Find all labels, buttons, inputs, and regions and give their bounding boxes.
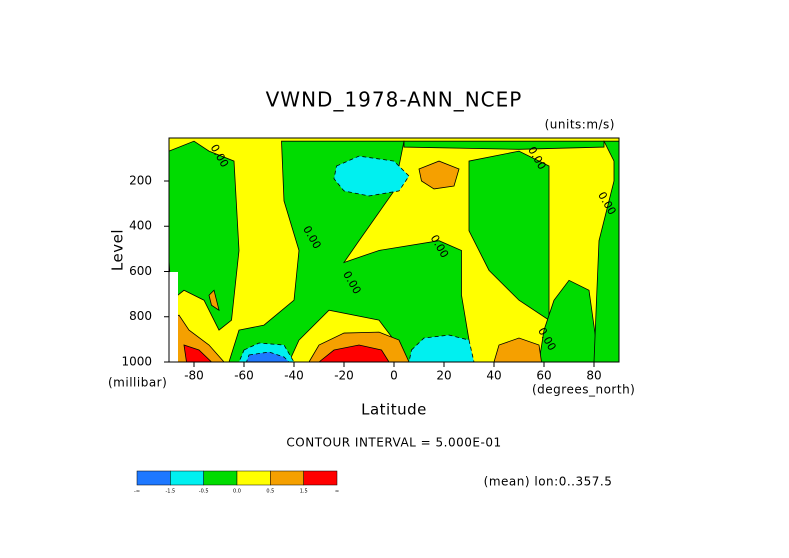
contour-region <box>418 160 460 190</box>
y-tick-label: 1000 <box>121 355 152 369</box>
x-tick-label: -60 <box>234 369 254 383</box>
y-tick-label: 600 <box>129 264 152 278</box>
colorbar-swatch <box>303 470 338 486</box>
y-unit-label: (millibar) <box>108 376 167 390</box>
contour-region <box>468 150 550 321</box>
x-tick-label: -80 <box>184 369 204 383</box>
x-tick-label: -40 <box>284 369 304 383</box>
colorbar-label: ∞ <box>335 489 339 495</box>
x-tick-label: 20 <box>436 369 451 383</box>
y-tick-label: 200 <box>129 173 152 187</box>
colorbar-swatch <box>270 470 304 486</box>
y-tick-label: 400 <box>129 219 152 233</box>
colorbar-label: -0.5 <box>199 489 209 495</box>
colorbar-label: 1.5 <box>300 489 308 495</box>
colorbar-swatch <box>236 470 271 486</box>
contour-region <box>333 155 410 197</box>
mean-note: (mean) lon:0..357.5 <box>484 475 613 489</box>
contour-region <box>403 140 605 150</box>
x-tick-label: 80 <box>586 369 601 383</box>
contour-region <box>245 351 290 363</box>
colorbar-swatch <box>203 470 238 486</box>
colorbar-label: 0.0 <box>233 489 241 495</box>
x-axis-label: Latitude <box>361 401 427 419</box>
missing-data <box>169 272 178 362</box>
colorbar-label: 0.5 <box>266 489 274 495</box>
colorbar-swatch <box>170 470 204 486</box>
contour-interval: CONTOUR INTERVAL = 5.000E-01 <box>286 436 501 450</box>
x-tick-label: -20 <box>334 369 354 383</box>
y-tick-label: 800 <box>129 309 152 323</box>
plot-area: 0.00 0.000.00 0.000.000.000.00 <box>168 138 620 363</box>
colorbar-label: -1.5 <box>165 489 175 495</box>
colorbar-swatch <box>136 470 171 486</box>
chart-title: VWND_1978-ANN_NCEP <box>266 88 523 112</box>
plot-frame <box>168 137 620 363</box>
x-tick-label: 60 <box>536 369 551 383</box>
x-tick-label: 0 <box>390 369 398 383</box>
contour-region <box>208 289 220 312</box>
colorbar-label: -∞ <box>134 489 140 495</box>
units-label: (units:m/s) <box>545 118 615 132</box>
y-axis-label: Level <box>109 229 127 271</box>
x-tick-label: 40 <box>486 369 501 383</box>
x-unit-label: (degrees_north) <box>532 383 635 397</box>
